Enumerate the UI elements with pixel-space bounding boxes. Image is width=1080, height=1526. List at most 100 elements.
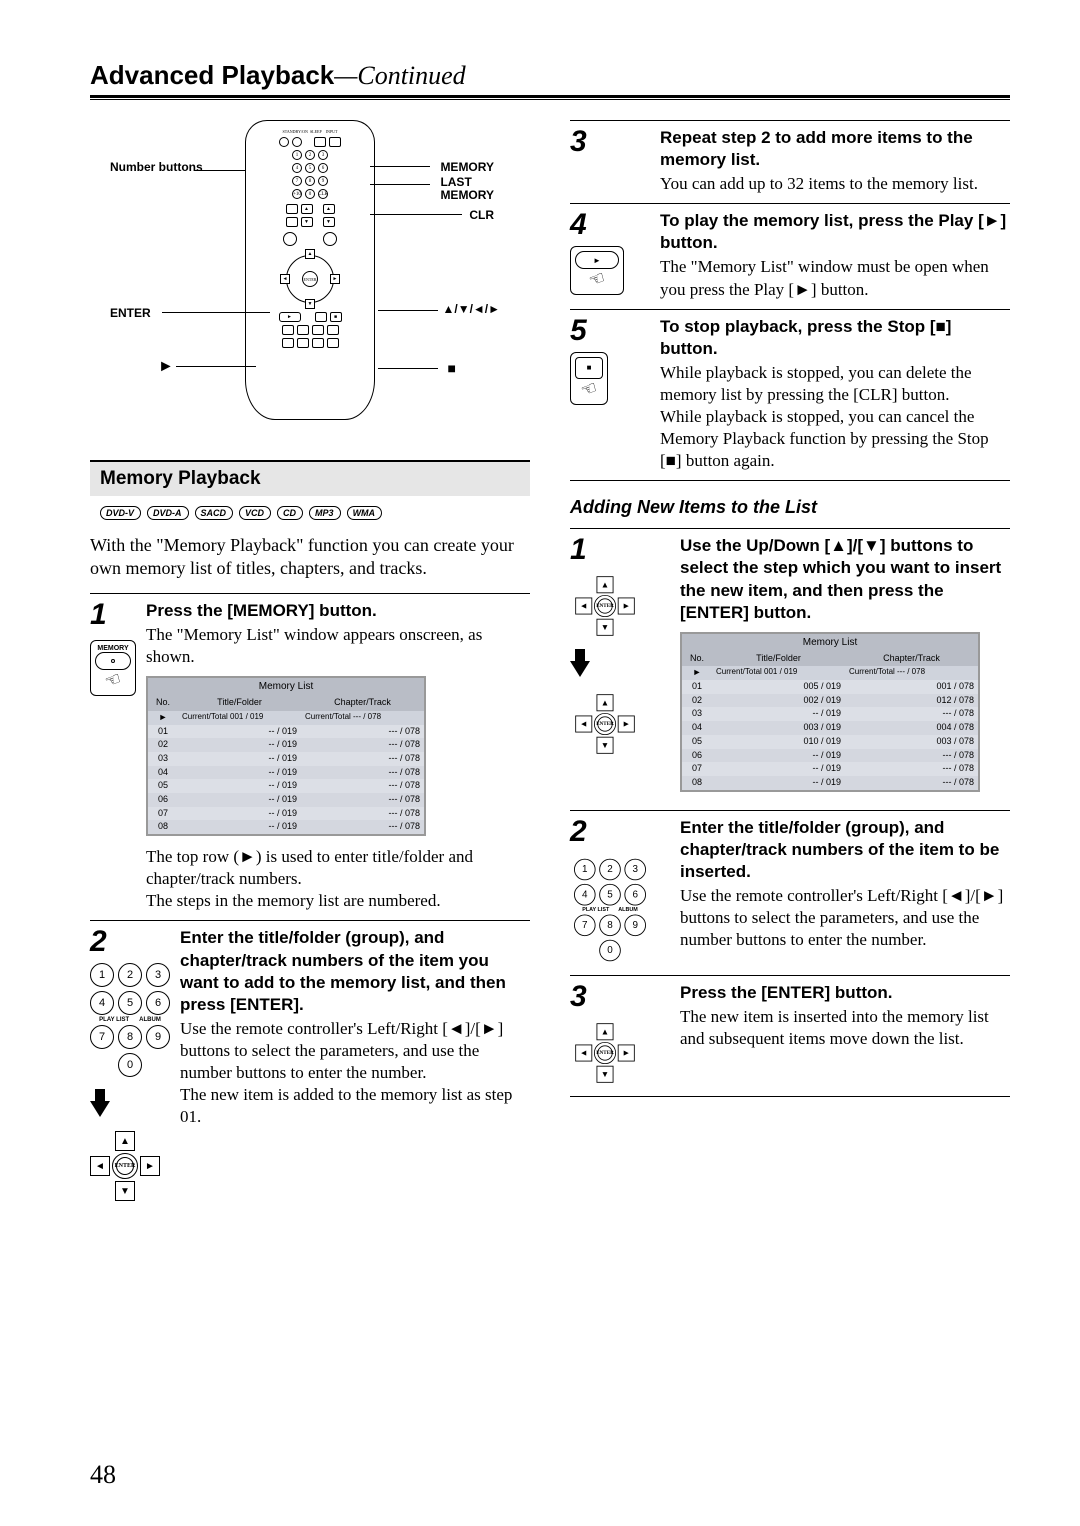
key-1: 1: [90, 963, 114, 987]
dpad-center-a3: ENTER: [597, 1045, 612, 1060]
down-arrow-icon: [90, 1101, 110, 1117]
k2-5: 5: [599, 883, 621, 905]
k2-6: 6: [624, 883, 646, 905]
r5-body1: While playback is stopped, you can delet…: [660, 362, 1010, 406]
a3-num: 3: [570, 982, 602, 1012]
dpad-graphic-1: ▲ ▼ ◄ ► ENTER: [575, 577, 635, 637]
r3-head: Repeat step 2 to add more items to the m…: [660, 127, 1010, 171]
key-7: 7: [90, 1025, 114, 1049]
ml1-sub-left: Current/Total 001 / 019: [178, 711, 301, 725]
label-memory: MEMORY: [440, 160, 494, 174]
ml2-rows: 01005 / 019001 / 07802002 / 019012 / 078…: [682, 680, 978, 790]
key-5: 5: [118, 991, 142, 1015]
sub-heading: Adding New Items to the List: [570, 497, 1010, 518]
intro-text: With the "Memory Playback" function you …: [90, 534, 530, 579]
a2-head: Enter the title/folder (group), and chap…: [680, 817, 1010, 883]
keypad-graphic-2: 1 2 3 4 5 6 PLAY LISTALBUM 7 8 9 0: [574, 858, 646, 961]
dpad-center: ENTER: [116, 1157, 134, 1175]
label-number-buttons: Number buttons: [110, 160, 203, 174]
title-rule: [90, 95, 1010, 100]
right-step-4: 4 ► ☜ To play the memory list, press the…: [570, 203, 1010, 300]
a3-body: The new item is inserted into the memory…: [680, 1006, 1010, 1050]
r3-num: 3: [570, 127, 602, 157]
hand-icon: ☜: [578, 377, 600, 402]
ml1-sub-right: Current/Total --- / 078: [301, 711, 424, 725]
key-3: 3: [146, 963, 170, 987]
kp2-album: ALBUM: [618, 907, 638, 912]
title-continued: —Continued: [334, 61, 465, 90]
add-step-3: 3 ▲ ▼ ◄ ► ENTER Press the [ENTER] button…: [570, 975, 1010, 1088]
kp-playlist: PLAY LIST: [99, 1017, 129, 1023]
label-arrows: ▲/▼/◄/►: [442, 302, 500, 316]
ml2-sub-left: Current/Total 001 / 019: [712, 666, 845, 680]
ml2-col-tf: Title/Folder: [712, 651, 845, 667]
r4-body: The "Memory List" window must be open wh…: [660, 256, 1010, 300]
label-enter: ENTER: [110, 306, 151, 320]
a2-num: 2: [570, 817, 602, 847]
title-text: Advanced Playback: [90, 60, 334, 90]
step2-head: Enter the title/folder (group), and chap…: [180, 927, 530, 1015]
dpad-center-a1b: ENTER: [597, 717, 612, 732]
disc-wma: WMA: [347, 506, 383, 520]
left-step-1: 1 MEMORY ☜ Press the [MEMORY] button. Th…: [90, 593, 530, 912]
label-last-memory: LASTMEMORY: [440, 176, 494, 202]
k2-1: 1: [574, 858, 596, 880]
right-step-3: 3 Repeat step 2 to add more items to the…: [570, 120, 1010, 195]
dpad-graphic: ▲ ▼ ◄ ► ENTER: [90, 1131, 160, 1201]
add-step-2: 2 1 2 3 4 5 6 PLAY LISTALBUM 7 8 9: [570, 810, 1010, 967]
key-6: 6: [146, 991, 170, 1015]
dpad-graphic-3: ▲ ▼ ◄ ► ENTER: [575, 1023, 635, 1083]
right-step-5: 5 ■ ☜ To stop playback, press the Stop […: [570, 309, 1010, 473]
ml1-play-icon: ►: [148, 711, 178, 725]
k2-8: 8: [599, 914, 621, 936]
ml2-play-icon: ►: [682, 666, 712, 680]
ml2-col-no: No.: [682, 651, 712, 667]
ml1-rows: 01-- / 019--- / 07802-- / 019--- / 07803…: [148, 725, 424, 835]
memory-button-graphic: MEMORY ☜: [90, 640, 136, 696]
kp-album: ALBUM: [139, 1017, 161, 1023]
ml2-col-ct: Chapter/Track: [845, 651, 978, 667]
ml1-title: Memory List: [148, 678, 424, 695]
disc-cd: CD: [277, 506, 303, 520]
dpad-center-a1: ENTER: [597, 599, 612, 614]
label-stop-icon: ■: [448, 360, 456, 376]
r5-head: To stop playback, press the Stop [■] but…: [660, 316, 1010, 360]
step2-num: 2: [90, 927, 122, 957]
r4-num: 4: [570, 210, 602, 240]
a3-head: Press the [ENTER] button.: [680, 982, 1010, 1004]
key-4: 4: [90, 991, 114, 1015]
section-heading: Memory Playback: [90, 460, 530, 496]
key-8: 8: [118, 1025, 142, 1049]
down-arrow-icon: [570, 661, 590, 677]
disc-mp3: MP3: [309, 506, 341, 520]
r4-head: To play the memory list, press the Play …: [660, 210, 1010, 254]
page-number: 48: [90, 1460, 116, 1490]
k2-7: 7: [574, 914, 596, 936]
k2-9: 9: [624, 914, 646, 936]
step1-body1: The "Memory List" window appears onscree…: [146, 624, 530, 668]
right-column: 3 Repeat step 2 to add more items to the…: [570, 120, 1010, 1209]
a1-num: 1: [570, 535, 602, 565]
kp2-playlist: PLAY LIST: [582, 907, 609, 912]
step1-body2: The top row (►) is used to enter title/f…: [146, 846, 530, 890]
add-step-1: 1 ▲ ▼ ◄ ► ENTER ▲ ▼ ◄ ► ENTER Use: [570, 528, 1010, 801]
key-2: 2: [118, 963, 142, 987]
hand-icon: ☜: [586, 267, 608, 292]
disc-dvdv: DVD-V: [100, 506, 141, 520]
step1-body3: The steps in the memory list are numbere…: [146, 890, 530, 912]
step2-body1: Use the remote controller's Left/Right […: [180, 1018, 530, 1084]
page-title: Advanced Playback—Continued: [90, 60, 1010, 91]
remote-diagram: STANDBY/ON SLEEP INPUT 123 456 789 +100C…: [90, 120, 530, 440]
left-column: STANDBY/ON SLEEP INPUT 123 456 789 +100C…: [90, 120, 530, 1209]
ml2-sub-right: Current/Total --- / 078: [845, 666, 978, 680]
r3-body: You can add up to 32 items to the memory…: [660, 173, 1010, 195]
hand-icon: ☜: [102, 668, 124, 693]
dpad-graphic-2: ▲ ▼ ◄ ► ENTER: [575, 695, 635, 755]
step1-num: 1: [90, 600, 122, 630]
ml1-col-ct: Chapter/Track: [301, 695, 424, 711]
r5-num: 5: [570, 316, 602, 346]
k2-4: 4: [574, 883, 596, 905]
remote-body: STANDBY/ON SLEEP INPUT 123 456 789 +100C…: [245, 120, 375, 420]
memory-list-1: Memory List No. Title/Folder Chapter/Tra…: [146, 676, 426, 836]
ml2-title: Memory List: [682, 634, 978, 651]
